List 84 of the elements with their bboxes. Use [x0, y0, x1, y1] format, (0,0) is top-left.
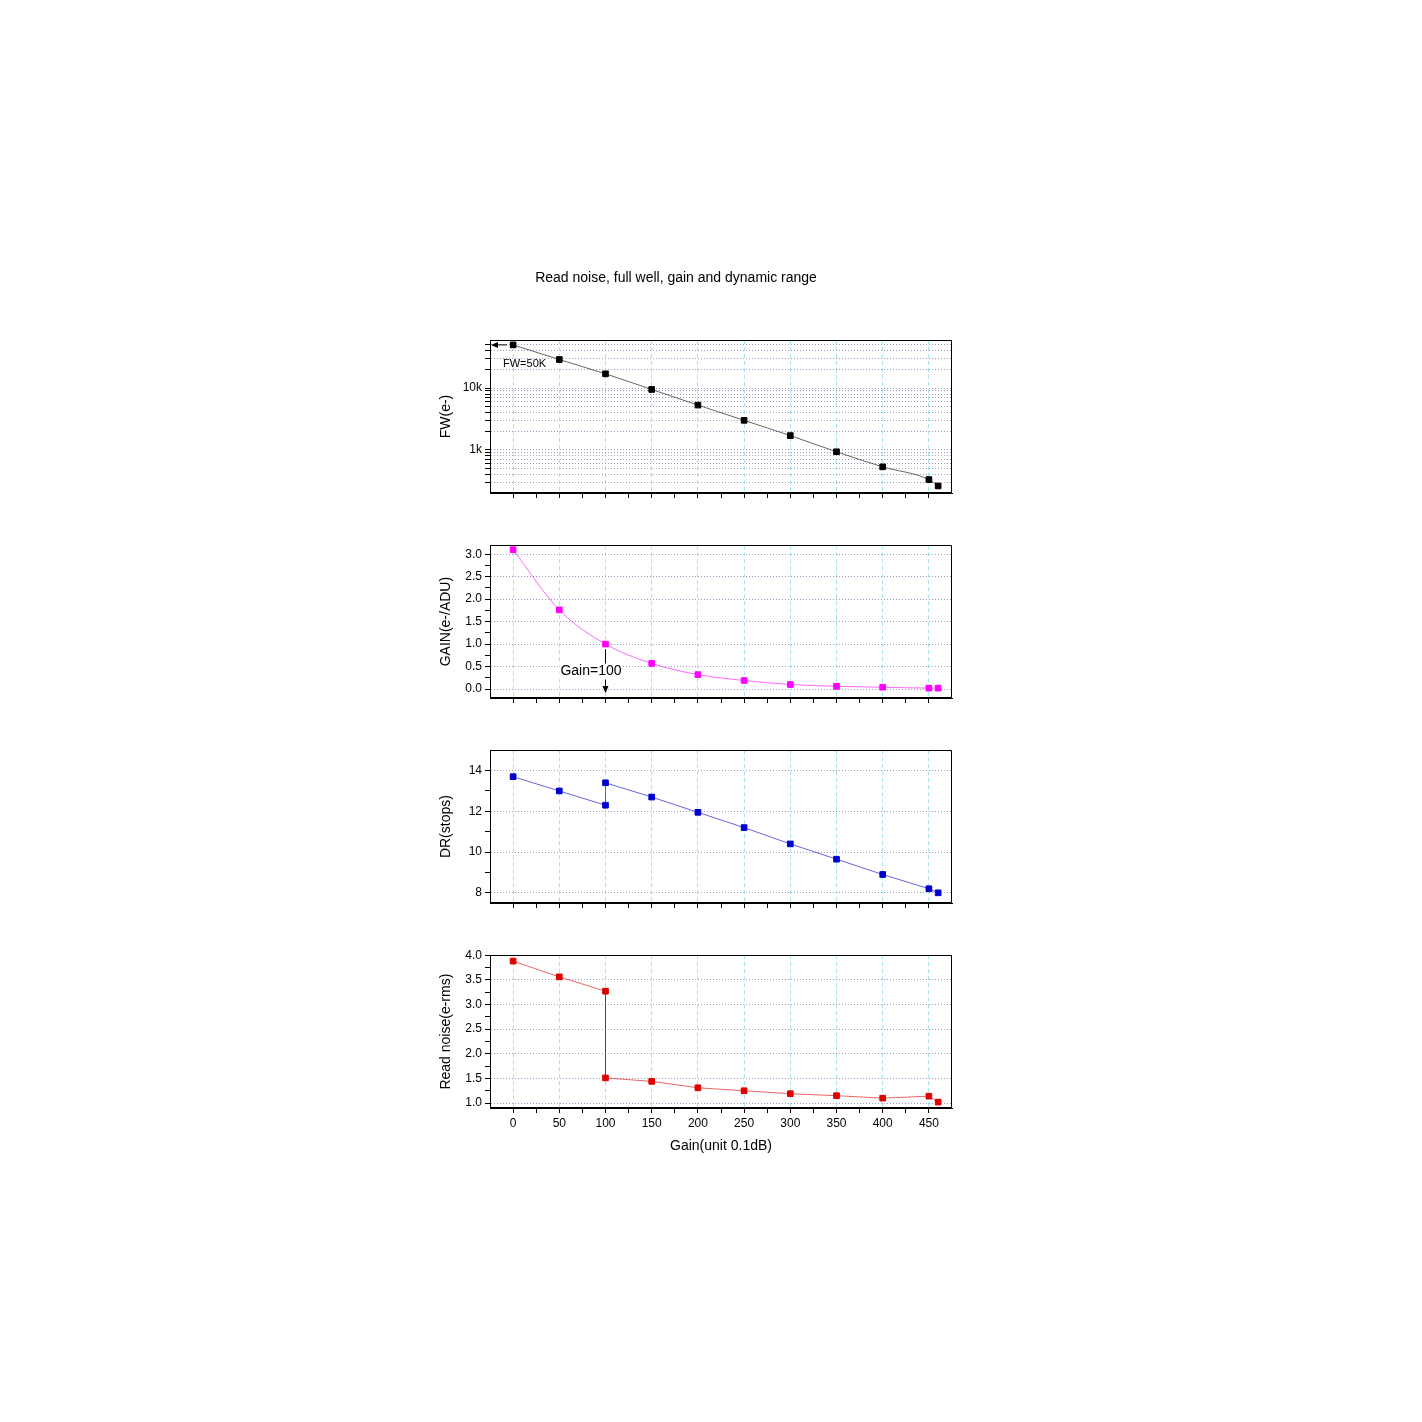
point — [833, 448, 840, 456]
x-tick-label: 350 — [826, 1115, 847, 1130]
point — [740, 824, 748, 831]
point — [786, 432, 794, 439]
point — [694, 809, 702, 816]
point — [833, 855, 840, 863]
point — [740, 1087, 748, 1095]
annotation: Gain=100 — [560, 662, 622, 679]
point — [786, 681, 794, 688]
point — [925, 1092, 933, 1100]
y-tick-label: 2.5 — [465, 568, 483, 583]
point — [694, 671, 702, 678]
point — [509, 957, 517, 965]
y-tick-label: 1.0 — [465, 1095, 483, 1110]
y-tick-label: 0.5 — [465, 658, 483, 673]
point — [833, 682, 840, 690]
point — [925, 684, 933, 692]
y-tick-label: 2.0 — [465, 1046, 483, 1061]
point — [509, 341, 517, 349]
point — [879, 683, 887, 691]
y-tick-label: 1.0 — [465, 636, 483, 651]
x-tick-label: 150 — [641, 1115, 663, 1130]
y-tick-label: 1.5 — [465, 613, 483, 628]
y-tick-label: 10 — [468, 844, 483, 859]
x-tick-label: 100 — [595, 1115, 616, 1130]
point — [740, 677, 748, 684]
x-tick-label: 400 — [872, 1115, 894, 1130]
y-axis-title: GAIN(e-/ADU) — [437, 576, 454, 667]
point — [555, 787, 563, 795]
point — [509, 773, 517, 781]
point — [694, 401, 702, 409]
y-tick-label: 10k — [462, 380, 483, 395]
y-tick-label: 3.0 — [465, 996, 483, 1011]
x-tick-label: 50 — [552, 1115, 567, 1130]
x-axis-title: Gain(unit 0.1dB) — [670, 1137, 772, 1154]
point — [648, 793, 656, 801]
annotation: FW=50K — [503, 356, 547, 369]
point — [879, 1094, 887, 1102]
point — [602, 370, 609, 378]
point — [740, 417, 748, 424]
point — [934, 482, 942, 490]
point — [925, 885, 933, 893]
y-tick-label: 3.5 — [465, 972, 483, 987]
y-tick-label: 12 — [468, 803, 483, 818]
point — [786, 1090, 794, 1098]
y-tick-label: 0.0 — [465, 681, 483, 696]
y-axis-title: DR(stops) — [437, 795, 454, 859]
y-axis-title: Read noise(e-rms) — [437, 973, 454, 1090]
point — [648, 386, 656, 393]
point — [555, 606, 563, 614]
point — [833, 1092, 840, 1100]
y-tick-label: 2.0 — [465, 591, 483, 606]
point — [648, 1078, 656, 1085]
point — [602, 1074, 609, 1082]
y-axis-title: FW(e-) — [437, 394, 454, 439]
point — [934, 1098, 942, 1106]
y-tick-label: 8 — [475, 885, 483, 900]
x-tick-label: 200 — [687, 1115, 709, 1130]
point — [602, 987, 609, 995]
x-tick-label: 450 — [918, 1115, 940, 1130]
y-tick-label: 14 — [468, 762, 483, 777]
point — [555, 356, 563, 363]
point — [648, 660, 656, 667]
y-tick-label: 3.0 — [465, 546, 483, 561]
x-tick-label: 0 — [509, 1115, 517, 1130]
point — [925, 476, 933, 483]
point — [694, 1084, 702, 1092]
point — [879, 871, 887, 878]
chart-title: Read noise, full well, gain and dynamic range — [535, 269, 818, 286]
point — [602, 779, 609, 787]
x-tick-label: 300 — [780, 1115, 801, 1130]
point — [509, 546, 517, 554]
point — [934, 684, 942, 692]
point — [602, 801, 609, 809]
y-tick-label: 1.5 — [465, 1070, 483, 1085]
point — [786, 840, 794, 848]
y-tick-label: 1k — [469, 442, 483, 457]
point — [879, 463, 887, 471]
y-tick-label: 4.0 — [465, 947, 483, 962]
y-tick-label: 2.5 — [465, 1021, 483, 1036]
x-tick-label: 250 — [734, 1115, 755, 1130]
point — [555, 973, 563, 981]
point — [602, 640, 609, 648]
point — [934, 889, 942, 897]
